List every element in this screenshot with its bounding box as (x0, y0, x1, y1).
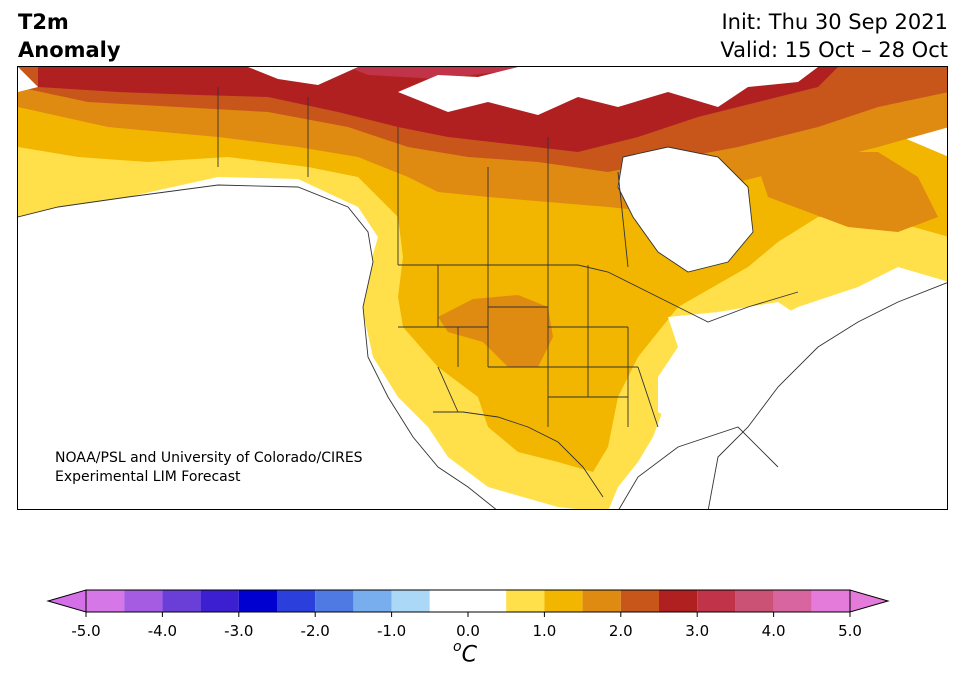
colorbar-tick-label: 2.0 (609, 622, 633, 640)
colorbar-swatch (200, 590, 239, 612)
unit-celsius: C (461, 642, 477, 668)
colorbar-under-arrow (46, 589, 87, 613)
anomaly-map (17, 66, 948, 510)
us-canada-border (398, 264, 799, 323)
colorbar-swatch (353, 590, 392, 612)
colorbar-tick-label: -3.0 (224, 622, 253, 640)
colorbar-tick-label: 3.0 (685, 622, 709, 640)
forecast-dates: Init: Thu 30 Sep 2021 Valid: 15 Oct – 28… (720, 8, 948, 64)
credit-text: NOAA/PSL and University of Colorado/CIRE… (55, 449, 363, 487)
colorbar-swatch (162, 590, 201, 612)
province-lines (217, 87, 629, 268)
colorbar-swatch (86, 590, 125, 612)
east-coast (707, 282, 947, 509)
coastline (18, 184, 497, 509)
map-title: T2m Anomaly (18, 8, 121, 64)
political-boundaries (18, 87, 947, 509)
colorbar-swatch (620, 590, 659, 612)
colorbar-ticks: -5.0 -4.0 -3.0 -2.0 -1.0 0.0 1.0 2.0 3.0 4.0 5.0 (71, 612, 862, 640)
map-canvas (18, 67, 947, 509)
state-lines (398, 265, 659, 428)
pacific-ocean (18, 185, 496, 509)
colorbar-swatch (124, 590, 163, 612)
colorbar-swatch (697, 590, 736, 612)
anomaly-region-neutral-east (658, 302, 808, 432)
colorbar-tick-label: -5.0 (71, 622, 100, 640)
anomaly-region-1.5-quebec (758, 152, 938, 232)
atlantic-ocean (708, 282, 947, 509)
gulf-of-mexico (619, 427, 778, 509)
colorbar-swatch (659, 590, 698, 612)
colorbar-swatch (582, 590, 621, 612)
anomaly-region-3.0 (348, 67, 518, 79)
colorbar-swatch (735, 590, 774, 612)
credit-line-2: Experimental LIM Forecast (55, 469, 241, 485)
colorbar-swatch (429, 590, 507, 612)
colorbar-tick-label: 5.0 (838, 622, 862, 640)
colorbar-tick-label: -2.0 (301, 622, 330, 640)
title-variable: T2m (18, 10, 69, 34)
colorbar-tick-label: 1.0 (532, 622, 556, 640)
valid-range: Valid: 15 Oct – 28 Oct (720, 38, 948, 62)
colorbar-swatch (506, 590, 545, 612)
colorbar-swatch (773, 590, 812, 612)
colorbar-tick-label: -4.0 (148, 622, 177, 640)
colorbar-swatch (238, 590, 277, 612)
colorbar-swatch (811, 590, 850, 612)
us-mexico-border (433, 411, 604, 498)
gulf-coast (618, 426, 779, 509)
colorbar-unit: oC (453, 639, 477, 668)
hudson-bay (618, 147, 753, 272)
arctic-water (18, 67, 818, 115)
colorbar-swatch (277, 590, 316, 612)
colorbar-swatch (391, 590, 430, 612)
colorbar-swatch (544, 590, 583, 612)
colorbar-tick-label: -1.0 (377, 622, 406, 640)
anomaly-region-1.5-rockies (438, 295, 553, 367)
credit-line-1: NOAA/PSL and University of Colorado/CIRE… (55, 450, 363, 466)
hudson-bay-coast (617, 146, 754, 273)
title-subtitle: Anomaly (18, 38, 121, 62)
init-date: Init: Thu 30 Sep 2021 (721, 10, 948, 34)
unit-degree: o (453, 639, 462, 655)
colorbar-tick-label: 0.0 (456, 622, 480, 640)
colorbar-over-arrow (849, 589, 890, 613)
colorbar-swatch (315, 590, 354, 612)
colorbar-tick-label: 4.0 (762, 622, 786, 640)
colorbar-swatches (46, 589, 890, 613)
